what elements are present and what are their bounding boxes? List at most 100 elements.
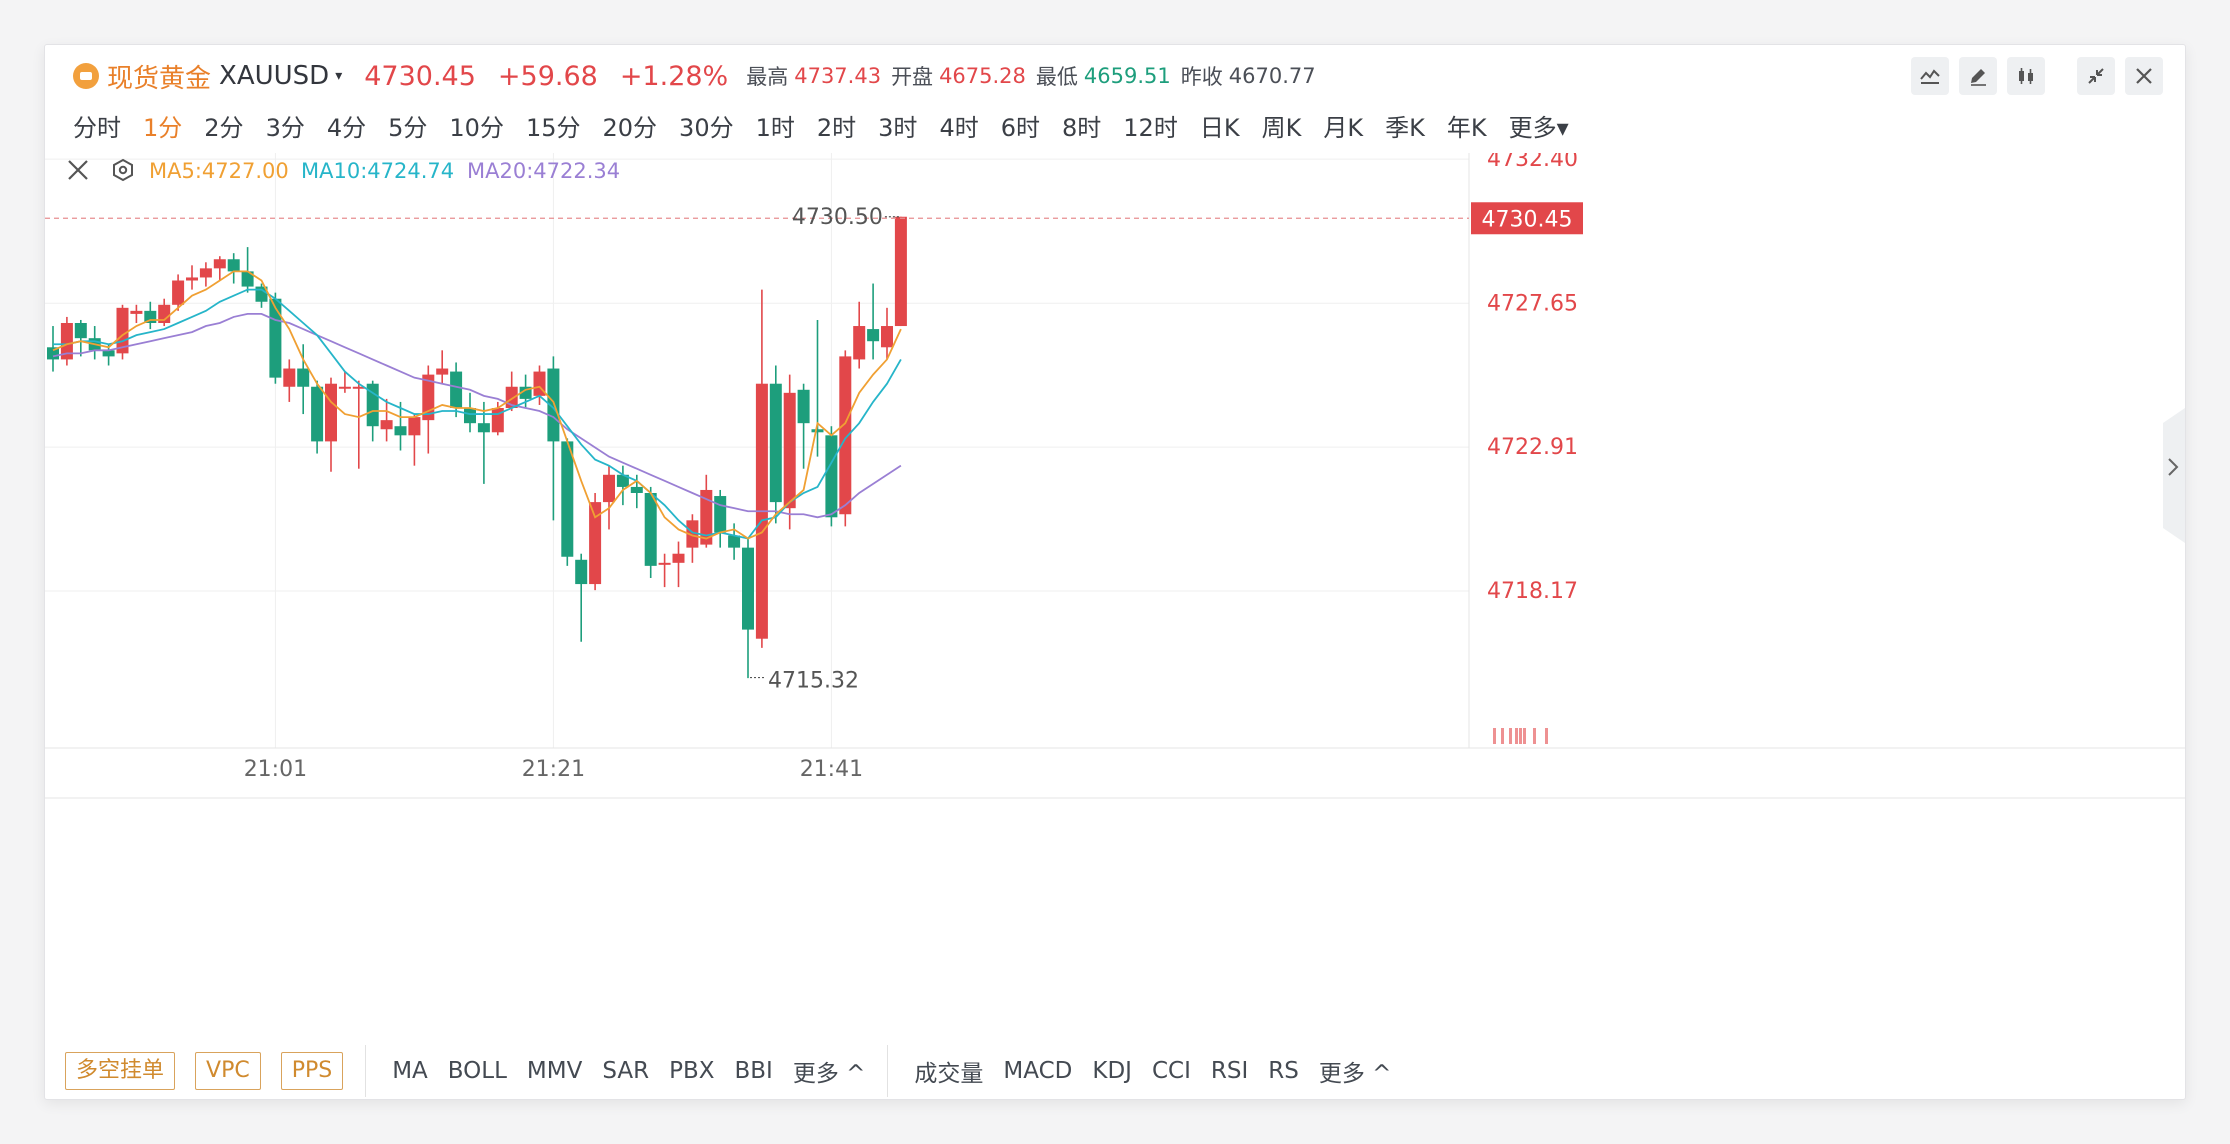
x-tick-label: 21:01 — [244, 757, 307, 782]
close-legend-icon[interactable] — [68, 160, 88, 180]
sub-indicator-4[interactable]: RSI — [1210, 1058, 1249, 1084]
period-tab-0[interactable]: 分时 — [73, 113, 121, 142]
sub-indicator-6[interactable]: 更多 ^ — [1318, 1061, 1392, 1087]
period-tab-10[interactable]: 1时 — [755, 113, 795, 142]
period-tab-11[interactable]: 2时 — [816, 113, 857, 142]
main-indicator-6[interactable]: 更多 ^ — [792, 1061, 866, 1087]
period-tab-4[interactable]: 4分 — [326, 113, 367, 142]
candle-body — [213, 259, 226, 269]
chart-panel: 现货黄金 XAUUSD ▾ 4730.45 +59.68 +1.28% 最高 4… — [44, 44, 2186, 1100]
overlay-button-2[interactable]: PPS — [280, 1052, 344, 1090]
candle-body — [394, 426, 407, 436]
overlay-button-0[interactable]: 多空挂单 — [65, 1052, 176, 1090]
divider — [365, 1045, 367, 1097]
sub-indicator-3[interactable]: CCI — [1151, 1058, 1191, 1084]
candle-body — [797, 389, 810, 424]
period-tabs: 分时 1分 2分 3分 4分 5分 10分 15分 20分 30分 1时 2时 3时 4时 6时 8时 12时日… — [73, 103, 1569, 147]
price-change: +59.68 — [497, 60, 598, 92]
main-indicator-1[interactable]: BOLL — [447, 1058, 507, 1084]
candle-body — [436, 368, 449, 375]
period-tab-8[interactable]: 20分 — [602, 113, 658, 142]
draw-pen-icon[interactable] — [1959, 57, 1997, 95]
prev-close-value: 4670.77 — [1228, 64, 1316, 88]
candle-body — [547, 368, 560, 442]
volume-hint-bar — [1533, 728, 1536, 744]
candlestick-chart: 4732.40 4727.65 4722.91 4718.17 21:01 21:21 21… — [45, 147, 2185, 1047]
period-tab-19[interactable]: 月K — [1323, 113, 1364, 142]
candle-body — [352, 386, 365, 389]
open-value: 4675.28 — [939, 64, 1026, 88]
sub-indicator-5[interactable]: RS — [1268, 1058, 1299, 1084]
candle-body — [686, 520, 699, 548]
candle-body — [269, 298, 282, 378]
chart-svg: 4732.40 4727.65 4722.91 4718.17 21:01 21:21 21… — [45, 147, 2185, 799]
y-tick-label: 4727.65 — [1487, 291, 1578, 316]
period-tab-9[interactable]: 30分 — [679, 113, 734, 142]
period-tab-22[interactable]: 更多▾ — [1508, 113, 1569, 142]
gold-coin-icon — [73, 63, 99, 89]
main-indicator-0[interactable]: MA — [392, 1058, 428, 1084]
candle-body — [241, 271, 254, 287]
candle-body — [199, 268, 212, 278]
y-tick-label: 4732.40 — [1487, 153, 1578, 172]
candle-body — [450, 371, 463, 408]
candle-body — [630, 486, 643, 493]
volume-hint-bar — [1509, 728, 1512, 744]
main-indicator-2[interactable]: MMV — [526, 1058, 583, 1084]
candle-body — [867, 329, 880, 342]
ma10-line — [53, 288, 902, 540]
price-change-percent: +1.28% — [619, 60, 729, 92]
candle-settings-icon[interactable] — [2007, 57, 2045, 95]
last-price-tag — [1471, 202, 1583, 235]
period-tab-12[interactable]: 3时 — [878, 113, 918, 142]
period-tab-3[interactable]: 3分 — [265, 113, 305, 142]
period-tab-16[interactable]: 12时 — [1123, 113, 1178, 142]
period-tab-18[interactable]: 周K — [1261, 113, 1302, 142]
period-tab-5[interactable]: 5分 — [388, 113, 428, 142]
last-price-tag-text: 4730.45 — [1482, 207, 1573, 232]
candle-body — [825, 435, 838, 518]
instrument-name[interactable]: 现货黄金 — [107, 63, 212, 94]
period-tab-15[interactable]: 8时 — [1062, 113, 1102, 142]
sub-indicator-0[interactable]: 成交量 — [914, 1061, 984, 1087]
legend-ma10: MA10:4724.74 — [301, 159, 454, 183]
period-tab-1[interactable]: 1分 — [143, 113, 183, 142]
sub-indicator-1[interactable]: MACD — [1003, 1058, 1073, 1084]
period-tab-20[interactable]: 季K — [1385, 113, 1425, 142]
candle-body — [839, 356, 852, 515]
main-indicator-5[interactable]: BBI — [734, 1058, 773, 1084]
main-indicator-3[interactable]: SAR — [602, 1058, 650, 1084]
candle-body — [853, 326, 866, 360]
chart-style-icon[interactable] — [1911, 57, 1949, 95]
main-indicator-4[interactable]: PBX — [669, 1058, 715, 1084]
sub-indicator-2[interactable]: KDJ — [1092, 1058, 1132, 1084]
period-tab-7[interactable]: 15分 — [525, 113, 581, 142]
period-tab-6[interactable]: 10分 — [449, 113, 504, 142]
legend-ma5: MA5:4727.00 — [149, 159, 289, 183]
period-tab-17[interactable]: 日K — [1199, 113, 1240, 142]
close-icon[interactable] — [2125, 57, 2163, 95]
settings-hex-icon[interactable] — [113, 158, 133, 182]
instrument-symbol[interactable]: XAUUSD — [219, 61, 330, 91]
candle-body — [881, 326, 893, 348]
overlay-button-1[interactable]: VPC — [195, 1052, 261, 1090]
period-tab-13[interactable]: 4时 — [939, 113, 979, 142]
candle-body — [603, 474, 615, 503]
period-tab-2[interactable]: 2分 — [204, 113, 244, 142]
settings-hex-dot — [118, 165, 128, 175]
chevron-right-icon[interactable] — [2168, 458, 2179, 476]
period-tab-14[interactable]: 6时 — [1000, 113, 1040, 142]
candle-body — [172, 280, 185, 305]
symbol-dropdown-icon[interactable]: ▾ — [335, 68, 343, 84]
candle-body — [575, 559, 588, 585]
volume-hint-bar — [1501, 728, 1504, 744]
candle-body — [714, 496, 727, 533]
open-label: 开盘 — [891, 65, 934, 89]
high-label: 最高 — [746, 65, 789, 89]
last-price: 4730.45 — [364, 60, 476, 92]
side-panel-tab[interactable] — [2163, 408, 2185, 543]
collapse-icon[interactable] — [2077, 57, 2115, 95]
period-tab-21[interactable]: 年K — [1446, 113, 1487, 142]
low-marker-label: 4715.32 — [768, 669, 859, 694]
candle-body — [477, 423, 490, 433]
